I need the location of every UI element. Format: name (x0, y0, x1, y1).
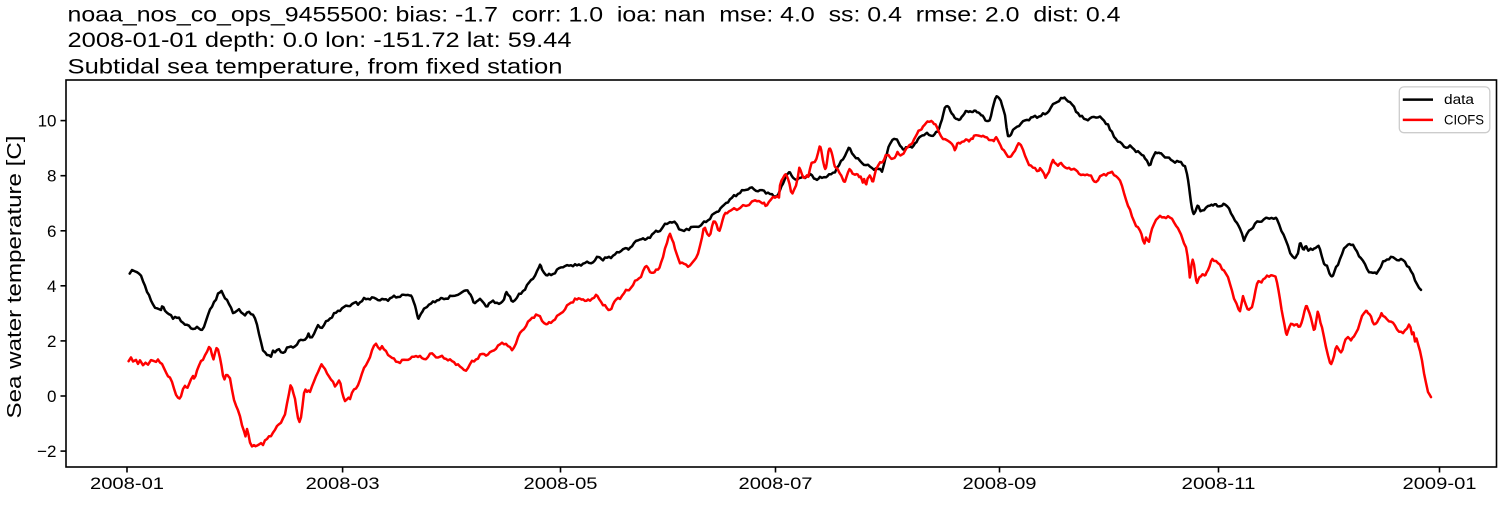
svg-text:2008-01: 2008-01 (90, 474, 164, 493)
svg-text:10: 10 (38, 112, 57, 131)
svg-text:6: 6 (47, 222, 56, 241)
svg-text:4: 4 (47, 277, 56, 296)
svg-text:2008-11: 2008-11 (1182, 474, 1256, 493)
svg-text:2008-09: 2008-09 (963, 474, 1037, 493)
svg-text:2008-03: 2008-03 (306, 474, 380, 493)
svg-text:2008-01-01 depth: 0.0 lon: -15: 2008-01-01 depth: 0.0 lon: -151.72 lat: … (68, 29, 572, 52)
svg-text:0: 0 (47, 387, 56, 406)
svg-text:CIOFS: CIOFS (1444, 112, 1484, 127)
svg-text:2008-07: 2008-07 (739, 474, 813, 493)
svg-text:Subtidal sea temperature, from: Subtidal sea temperature, from fixed sta… (68, 55, 563, 78)
svg-text:2: 2 (47, 332, 56, 351)
svg-text:2008-05: 2008-05 (524, 474, 598, 493)
svg-text:noaa_nos_co_ops_9455500: bias:: noaa_nos_co_ops_9455500: bias: -1.7 corr… (68, 3, 1121, 26)
svg-text:data: data (1444, 92, 1475, 107)
svg-text:Sea water temperature [C]: Sea water temperature [C] (4, 136, 26, 419)
svg-text:2009-01: 2009-01 (1403, 474, 1477, 493)
svg-text:−2: −2 (37, 442, 56, 461)
svg-text:8: 8 (47, 167, 56, 186)
